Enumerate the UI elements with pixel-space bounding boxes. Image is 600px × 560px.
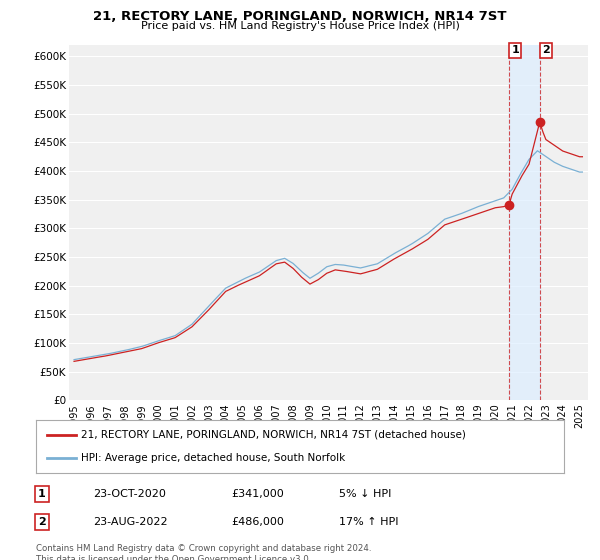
Bar — [509, 45, 540, 400]
Text: 2: 2 — [542, 45, 550, 55]
Text: 5% ↓ HPI: 5% ↓ HPI — [339, 489, 391, 499]
Text: 23-AUG-2022: 23-AUG-2022 — [93, 517, 167, 527]
Text: 21, RECTORY LANE, PORINGLAND, NORWICH, NR14 7ST: 21, RECTORY LANE, PORINGLAND, NORWICH, N… — [93, 10, 507, 23]
Text: £341,000: £341,000 — [231, 489, 284, 499]
Text: Price paid vs. HM Land Registry's House Price Index (HPI): Price paid vs. HM Land Registry's House … — [140, 21, 460, 31]
Text: 1: 1 — [511, 45, 519, 55]
Text: 2: 2 — [38, 517, 46, 527]
Text: 21, RECTORY LANE, PORINGLAND, NORWICH, NR14 7ST (detached house): 21, RECTORY LANE, PORINGLAND, NORWICH, N… — [81, 430, 466, 440]
Text: HPI: Average price, detached house, South Norfolk: HPI: Average price, detached house, Sout… — [81, 453, 345, 463]
Text: 23-OCT-2020: 23-OCT-2020 — [93, 489, 166, 499]
Text: £486,000: £486,000 — [231, 517, 284, 527]
Text: 1: 1 — [38, 489, 46, 499]
Text: Contains HM Land Registry data © Crown copyright and database right 2024.
This d: Contains HM Land Registry data © Crown c… — [36, 544, 371, 560]
Text: 17% ↑ HPI: 17% ↑ HPI — [339, 517, 398, 527]
